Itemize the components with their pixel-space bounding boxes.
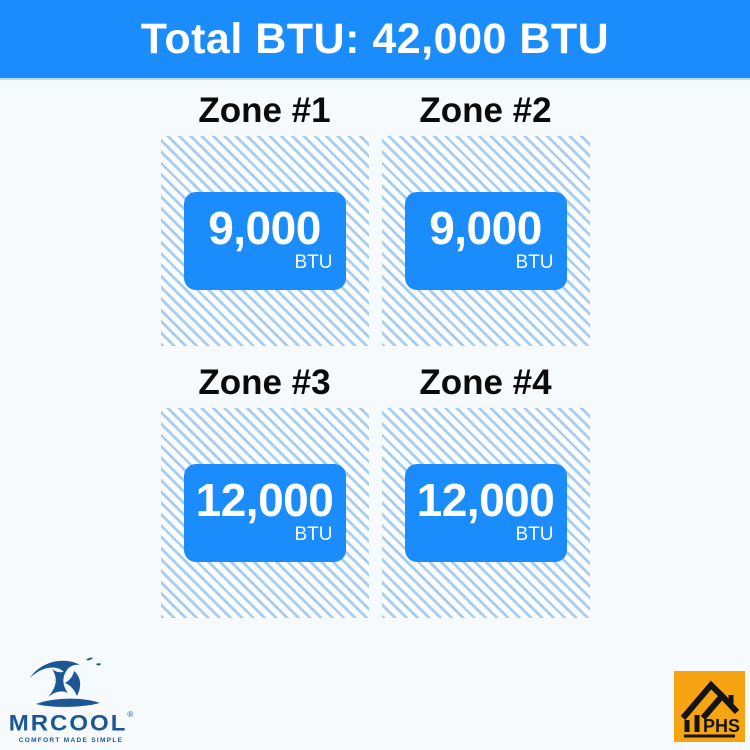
- zone-3-btu-unit: BTU: [294, 523, 333, 545]
- zone-1-title: Zone #1: [198, 91, 331, 130]
- zone-card-4: Zone #4 12,000 BTU: [381, 362, 590, 618]
- zone-4-title: Zone #4: [419, 363, 552, 402]
- zone-2-btu-unit: BTU: [515, 251, 554, 273]
- zone-3-btu-value: 12,000: [195, 474, 334, 527]
- zone-card-2: Zone #2 9,000 BTU: [381, 90, 590, 346]
- zone-4-btu-badge: 12,000 BTU: [404, 464, 567, 562]
- zone-1-btu-badge: 9,000 BTU: [183, 192, 346, 290]
- zone-4-btu-value: 12,000: [416, 474, 555, 527]
- zone-1-hatched-area: 9,000 BTU: [160, 136, 369, 346]
- zone-2-hatched-area: 9,000 BTU: [381, 136, 590, 346]
- zone-card-3: Zone #3 12,000 BTU: [160, 362, 369, 618]
- mrcool-tagline: COMFORT MADE SIMPLE: [18, 737, 124, 744]
- zone-1-btu-value: 9,000: [208, 202, 321, 255]
- zone-3-hatched-area: 12,000 BTU: [160, 408, 369, 618]
- zone-1-btu-unit: BTU: [294, 251, 333, 273]
- total-btu-title: Total BTU: 42,000 BTU: [140, 14, 610, 63]
- zone-3-title: Zone #3: [198, 363, 331, 402]
- zone-4-btu-unit: BTU: [515, 523, 554, 545]
- zone-2-btu-badge: 9,000 BTU: [404, 192, 567, 290]
- mrcool-logo: MRCOOL ® COMFORT MADE SIMPLE: [8, 654, 134, 744]
- zone-4-hatched-area: 12,000 BTU: [381, 408, 590, 618]
- zone-2-btu-value: 9,000: [429, 202, 542, 255]
- zones-grid: Zone #1 9,000 BTU Zone #2 9,000 BTU Zone…: [0, 90, 750, 618]
- zone-card-1: Zone #1 9,000 BTU: [160, 90, 369, 346]
- phs-house-icon: PHS: [674, 671, 745, 742]
- zone-3-btu-badge: 12,000 BTU: [183, 464, 346, 562]
- zone-2-title: Zone #2: [419, 91, 552, 130]
- mrcool-wordmark: MRCOOL: [8, 711, 128, 736]
- total-btu-banner: Total BTU: 42,000 BTU: [0, 0, 750, 80]
- phs-label: PHS: [703, 716, 740, 736]
- registered-trademark-icon: ®: [127, 710, 134, 719]
- phs-logo: PHS: [674, 671, 745, 742]
- mrcool-penguin-icon: [30, 657, 101, 707]
